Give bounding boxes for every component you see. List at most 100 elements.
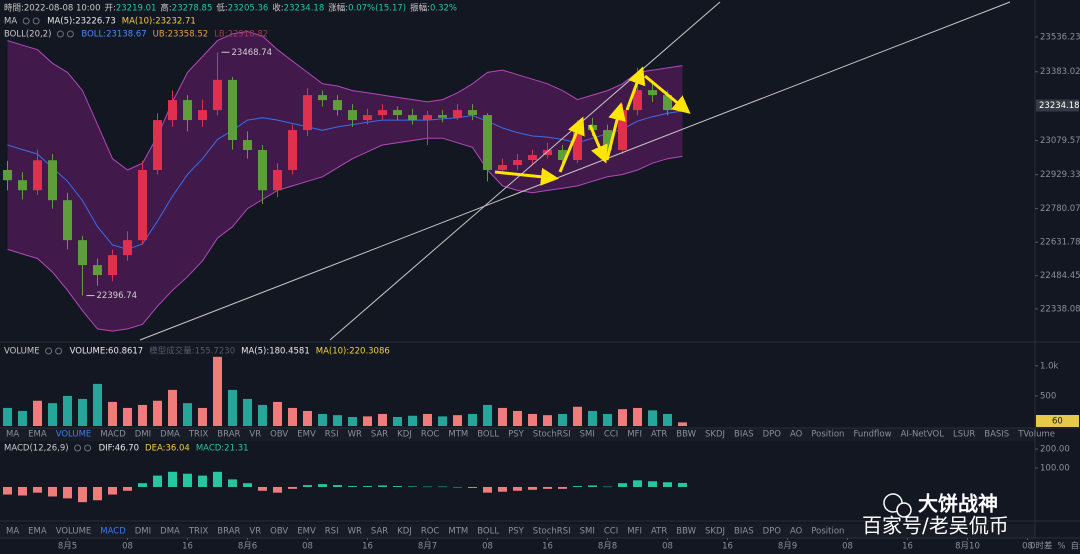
indicator-tab[interactable]: DMI [135, 527, 151, 537]
legend-item: LB:22918.82 [214, 30, 268, 40]
macd-bar [633, 480, 642, 487]
indicator-tab[interactable]: MFI [627, 527, 642, 537]
indicator-tab[interactable]: BRAR [217, 527, 240, 537]
macd-bar [648, 481, 657, 487]
indicator-tab[interactable]: EMA [28, 430, 47, 440]
indicator-tab[interactable]: LSUR [953, 430, 975, 440]
indicator-tab[interactable]: VOLUME [56, 430, 92, 440]
indicator-tab[interactable]: CCI [604, 430, 618, 440]
indicator-tab[interactable]: AO [790, 527, 803, 537]
indicator-tab[interactable]: VOLUME [56, 527, 92, 537]
indicator-tab[interactable]: MA [6, 430, 19, 440]
indicator-tab[interactable]: TRIX [188, 527, 209, 537]
x-tick-label: 08 [662, 542, 673, 552]
candle-body [633, 90, 642, 111]
legend-icon[interactable] [84, 444, 92, 452]
legend-icon[interactable] [22, 17, 30, 25]
indicator-tab[interactable]: TRIX [188, 430, 209, 440]
tab-bar [0, 524, 1035, 538]
indicator-tab[interactable]: WR [348, 527, 362, 537]
indicator-tab[interactable]: EMV [297, 430, 316, 440]
indicator-tab[interactable]: TVolume [1017, 430, 1055, 440]
indicator-tab[interactable]: Fundflow [853, 430, 891, 440]
indicator-tab[interactable]: StochRSI [533, 527, 571, 537]
indicator-tab[interactable]: KDJ [397, 430, 412, 440]
price-annotation: 22396.74 [97, 291, 138, 301]
indicator-tab[interactable]: BIAS [734, 527, 754, 537]
candle-body [363, 115, 372, 121]
indicator-tab[interactable]: Position [811, 527, 844, 537]
macd-bar [333, 485, 342, 487]
indicator-tab[interactable]: RSI [325, 527, 339, 537]
indicator-tab[interactable]: SMI [580, 430, 595, 440]
indicator-tab[interactable]: BASIS [984, 430, 1009, 440]
macd-bar [48, 486, 57, 497]
volume-bar [63, 395, 72, 426]
indicator-tab[interactable]: ROC [421, 527, 440, 537]
macd-bar [573, 486, 582, 487]
legend-icon[interactable] [45, 347, 53, 355]
indicator-tab[interactable]: ATR [651, 430, 667, 440]
indicator-tab[interactable]: MACD [100, 527, 126, 537]
volume-bar [48, 403, 57, 426]
legend-icon[interactable] [32, 17, 40, 25]
macd-bar [663, 482, 672, 487]
indicator-tab[interactable]: MACD [100, 430, 126, 440]
indicator-tab[interactable]: MTM [448, 430, 468, 440]
macd-bar [153, 475, 162, 487]
indicator-tab[interactable]: DMA [160, 430, 180, 440]
indicator-tab[interactable]: BBW [676, 527, 696, 537]
indicator-tab[interactable]: OBV [270, 430, 288, 440]
indicator-tab[interactable]: MTM [448, 527, 468, 537]
legend-icon[interactable] [66, 30, 74, 38]
macd-bar [243, 483, 252, 487]
indicator-tab[interactable]: MFI [627, 430, 642, 440]
indicator-tab[interactable]: ROC [421, 430, 440, 440]
indicator-tab[interactable]: AO [790, 430, 803, 440]
indicator-tab[interactable]: SKDJ [705, 527, 725, 537]
footer-tool[interactable]: 0时差 [1030, 541, 1052, 552]
indicator-tab[interactable]: DMA [160, 527, 180, 537]
indicator-tab[interactable]: ATR [651, 527, 667, 537]
indicator-tab[interactable]: RSI [325, 430, 339, 440]
indicator-tab[interactable]: SMI [580, 527, 595, 537]
indicator-tab[interactable]: BOLL [477, 430, 499, 440]
indicator-tab[interactable]: EMV [297, 527, 316, 537]
indicator-tab[interactable]: BIAS [734, 430, 754, 440]
legend-icon[interactable] [55, 347, 63, 355]
indicator-tab[interactable]: KDJ [397, 527, 412, 537]
current-price-box [1036, 99, 1079, 112]
volume-bar [273, 401, 282, 426]
indicator-tab[interactable]: PSY [508, 527, 525, 537]
indicator-tab[interactable]: DMI [135, 430, 151, 440]
indicator-tab[interactable]: CCI [604, 527, 618, 537]
indicator-tab[interactable]: StochRSI [533, 430, 571, 440]
volume-bar [213, 356, 222, 426]
indicator-tab[interactable]: Position [811, 430, 844, 440]
indicator-tab[interactable]: EMA [28, 527, 47, 537]
indicator-tab[interactable]: VR [249, 430, 261, 440]
indicator-tab[interactable]: VR [249, 527, 261, 537]
indicator-tab[interactable]: DPO [763, 527, 782, 537]
indicator-tab[interactable]: DPO [763, 430, 782, 440]
legend-icon[interactable] [56, 30, 64, 38]
indicator-tab[interactable]: BOLL [477, 527, 499, 537]
footer-tool[interactable]: % [1057, 542, 1065, 552]
legend-icon[interactable] [74, 444, 82, 452]
indicator-tab[interactable]: SAR [371, 527, 388, 537]
indicator-tab[interactable]: WR [348, 430, 362, 440]
legend-name: BOLL(20,2) [4, 30, 51, 40]
indicator-tab[interactable]: SAR [371, 430, 388, 440]
indicator-tab[interactable]: PSY [508, 430, 525, 440]
indicator-tab[interactable]: BRAR [217, 430, 240, 440]
footer-tool[interactable]: 自动 [1071, 541, 1080, 552]
legend-name: VOLUME [4, 347, 40, 357]
indicator-tab[interactable]: OBV [270, 527, 288, 537]
candle-body [438, 115, 447, 118]
indicator-tab[interactable]: BBW [676, 430, 696, 440]
indicator-tab[interactable]: SKDJ [705, 430, 725, 440]
header-label: 收: [272, 3, 283, 14]
indicator-tab[interactable]: MA [6, 527, 19, 537]
volume-bar [528, 413, 537, 426]
indicator-tab[interactable]: AI-NetVOL [901, 430, 945, 440]
